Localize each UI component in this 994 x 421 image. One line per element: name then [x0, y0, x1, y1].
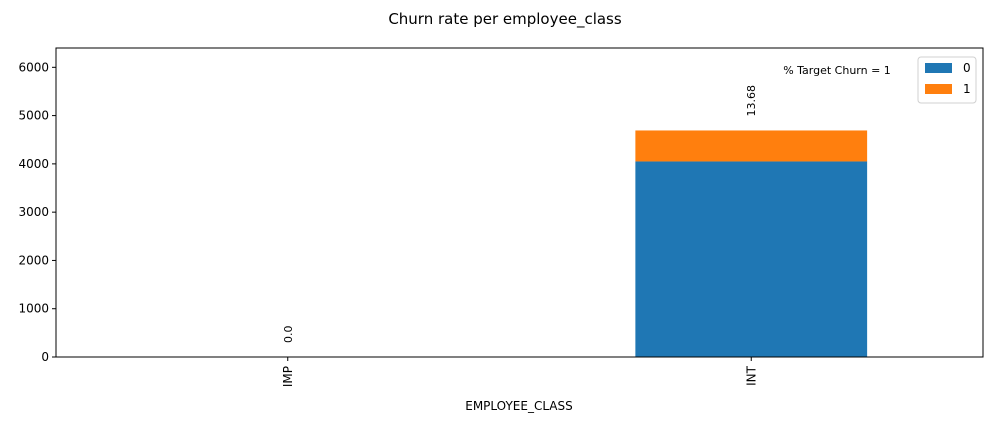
y-tick-label-4000: 4000	[18, 157, 49, 171]
legend-swatch-0	[925, 63, 952, 73]
legend-swatch-1	[925, 84, 952, 94]
bar-int-series-0	[635, 161, 868, 357]
x-tick-label-int: INT	[744, 365, 758, 386]
bar-int-series-1	[635, 130, 868, 162]
bar-label-imp: 0.0	[282, 326, 295, 344]
bar-label-int: 13.68	[745, 85, 758, 117]
target-churn-annotation: % Target Churn = 1	[783, 64, 891, 77]
x-tick-label-imp: IMP	[281, 366, 295, 387]
y-tick-label-2000: 2000	[18, 253, 49, 267]
y-tick-label-0: 0	[41, 350, 49, 364]
y-tick-label-5000: 5000	[18, 109, 49, 123]
legend-label-1: 1	[963, 82, 971, 96]
x-axis-label: EMPLOYEE_CLASS	[465, 399, 573, 413]
chart-title: Churn rate per employee_class	[388, 10, 622, 29]
y-tick-label-3000: 3000	[18, 205, 49, 219]
legend-label-0: 0	[963, 61, 971, 75]
plot-area: 0.0 IMP 13.68 INT 0 1000 2000 3000 4000 5000 6000	[18, 60, 868, 387]
y-tick-label-1000: 1000	[18, 302, 49, 316]
y-tick-label-6000: 6000	[18, 60, 49, 74]
legend: 01	[917, 56, 977, 104]
plot-frame	[55, 47, 984, 358]
